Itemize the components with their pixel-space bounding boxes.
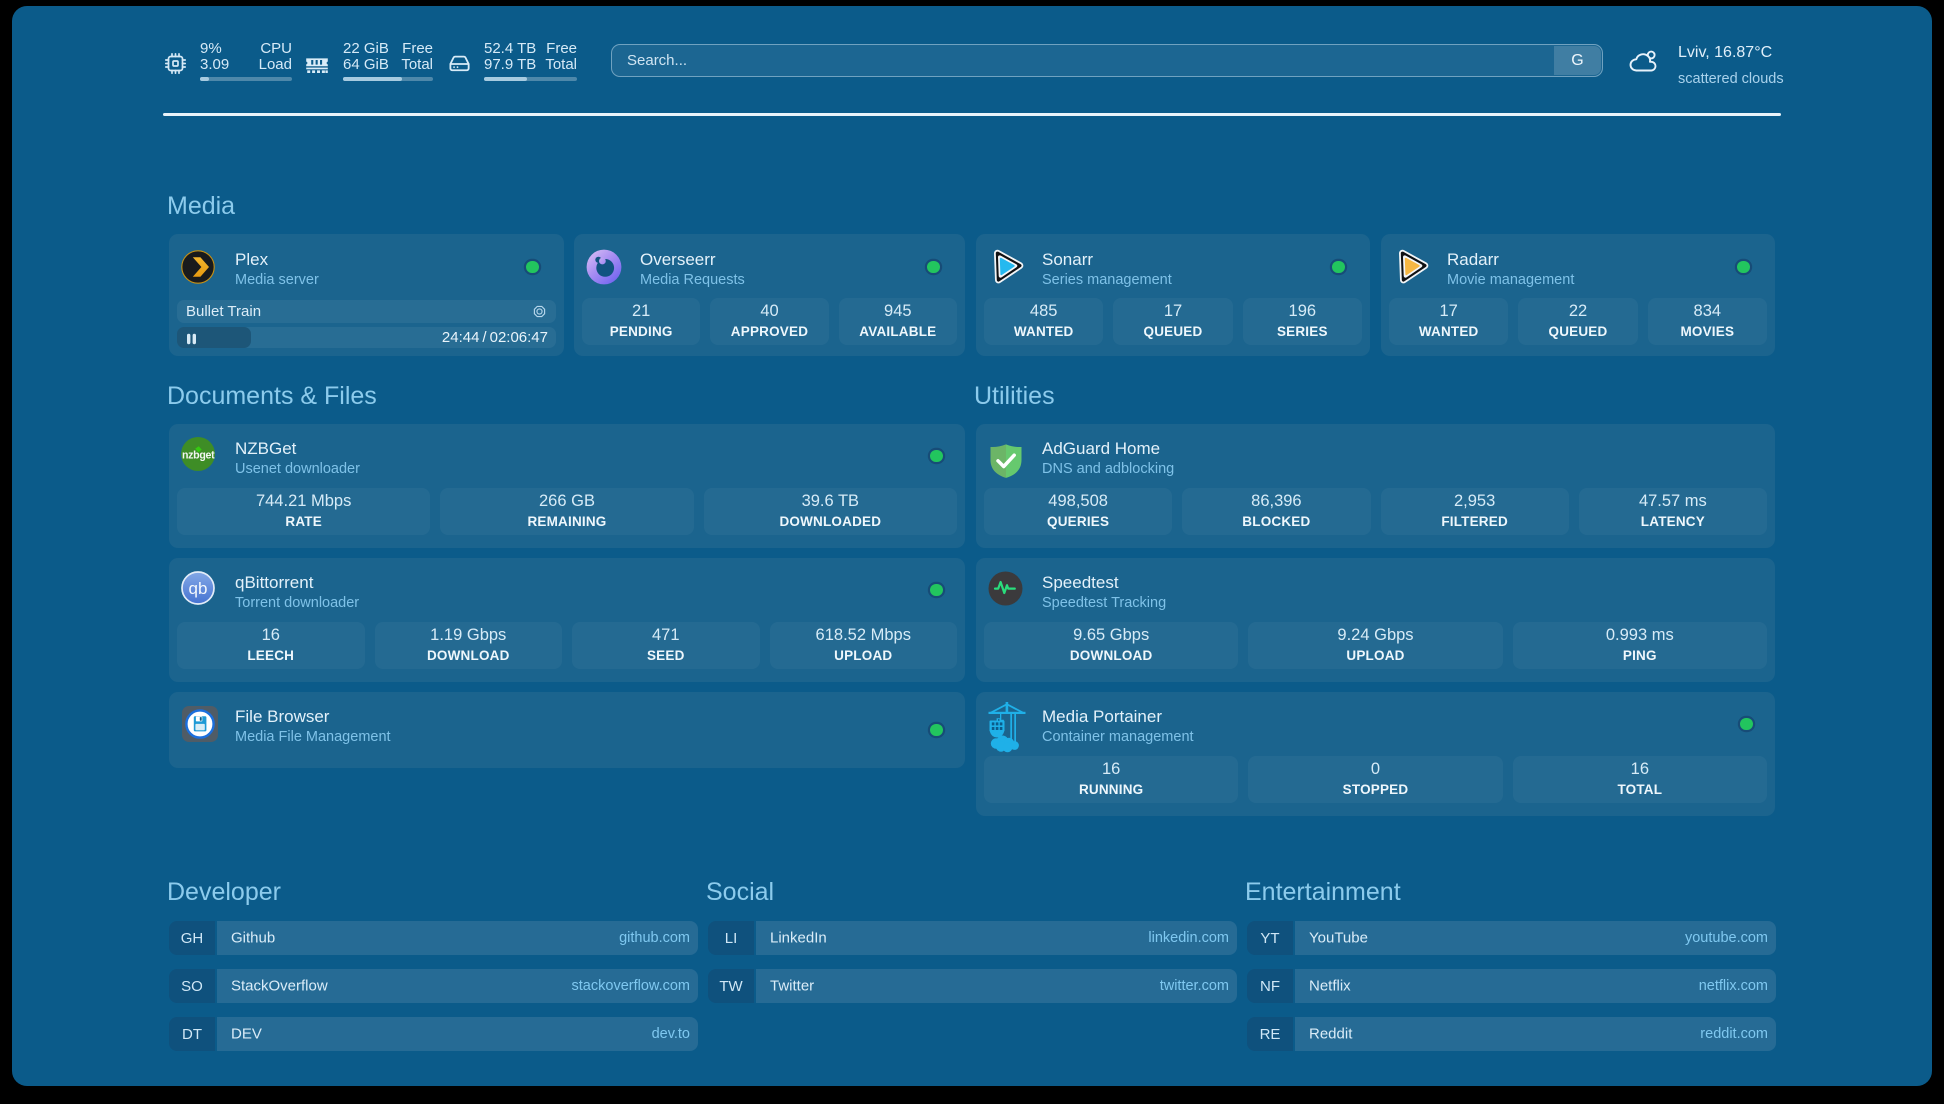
svg-text:qb: qb [189,579,208,598]
svg-text:nzbget: nzbget [182,450,215,462]
